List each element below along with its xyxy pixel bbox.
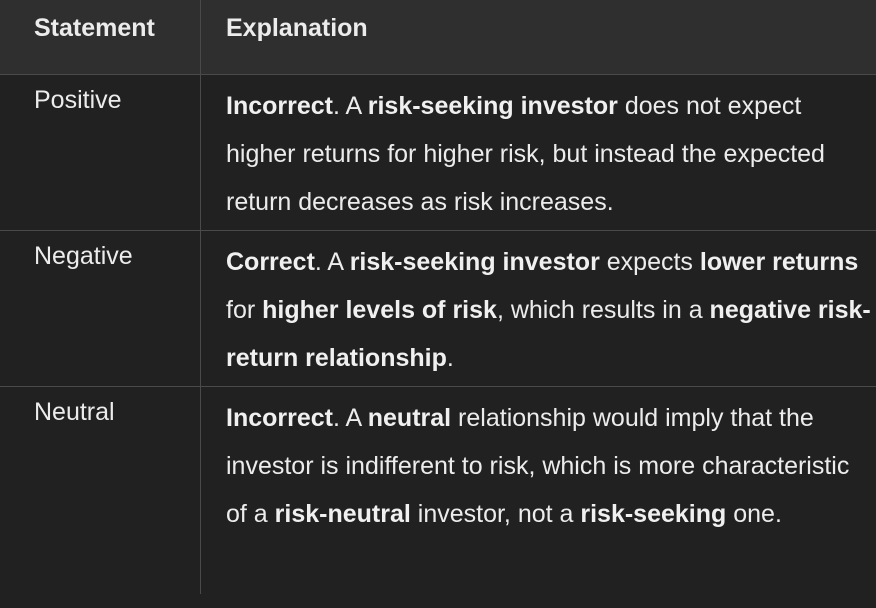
bold-text: risk-neutral: [274, 500, 411, 528]
explanation-cell: Incorrect. A risk-seeking investor does …: [200, 74, 876, 231]
table-header-row: Statement Explanation: [0, 0, 876, 75]
table-row: Positive Incorrect. A risk-seeking inves…: [0, 74, 876, 231]
bold-text: risk-seeking investor: [349, 248, 600, 276]
text-span: .: [446, 344, 454, 372]
bold-text: lower returns: [699, 248, 859, 276]
text-span: . A: [332, 92, 368, 120]
statement-cell: Positive: [0, 74, 201, 231]
header-explanation: Explanation: [200, 0, 876, 75]
table-row: Neutral Incorrect. A neutral relationshi…: [0, 386, 876, 594]
text-span: investor, not a: [410, 500, 581, 528]
text-span: one.: [726, 500, 782, 528]
bold-text: negative risk-return relationship: [226, 296, 871, 372]
explanation-cell: Incorrect. A neutral relationship would …: [200, 386, 876, 594]
table-row: Negative Correct. A risk-seeking investo…: [0, 230, 876, 387]
statement-cell: Negative: [0, 230, 201, 387]
bold-text: Incorrect: [226, 404, 333, 432]
text-span: for: [226, 296, 263, 324]
text-span: does not expect higher returns for highe…: [226, 92, 825, 216]
header-statement: Statement: [0, 0, 201, 75]
statement-cell: Neutral: [0, 386, 201, 594]
text-span: . A: [314, 248, 350, 276]
text-span: expects: [599, 248, 700, 276]
bold-text: neutral: [367, 404, 452, 432]
bold-text: risk-seeking investor: [367, 92, 618, 120]
bold-text: Incorrect: [226, 92, 333, 120]
text-span: , which results in a: [496, 296, 710, 324]
explanation-cell: Correct. A risk-seeking investor expects…: [200, 230, 876, 387]
text-span: . A: [332, 404, 368, 432]
bold-text: risk-seeking: [580, 500, 727, 528]
bold-text: higher levels of risk: [262, 296, 497, 324]
statements-table: Statement Explanation Positive Incorrect…: [0, 0, 876, 594]
text-span: relationship would imply that the invest…: [226, 404, 850, 528]
bold-text: Correct: [226, 248, 315, 276]
